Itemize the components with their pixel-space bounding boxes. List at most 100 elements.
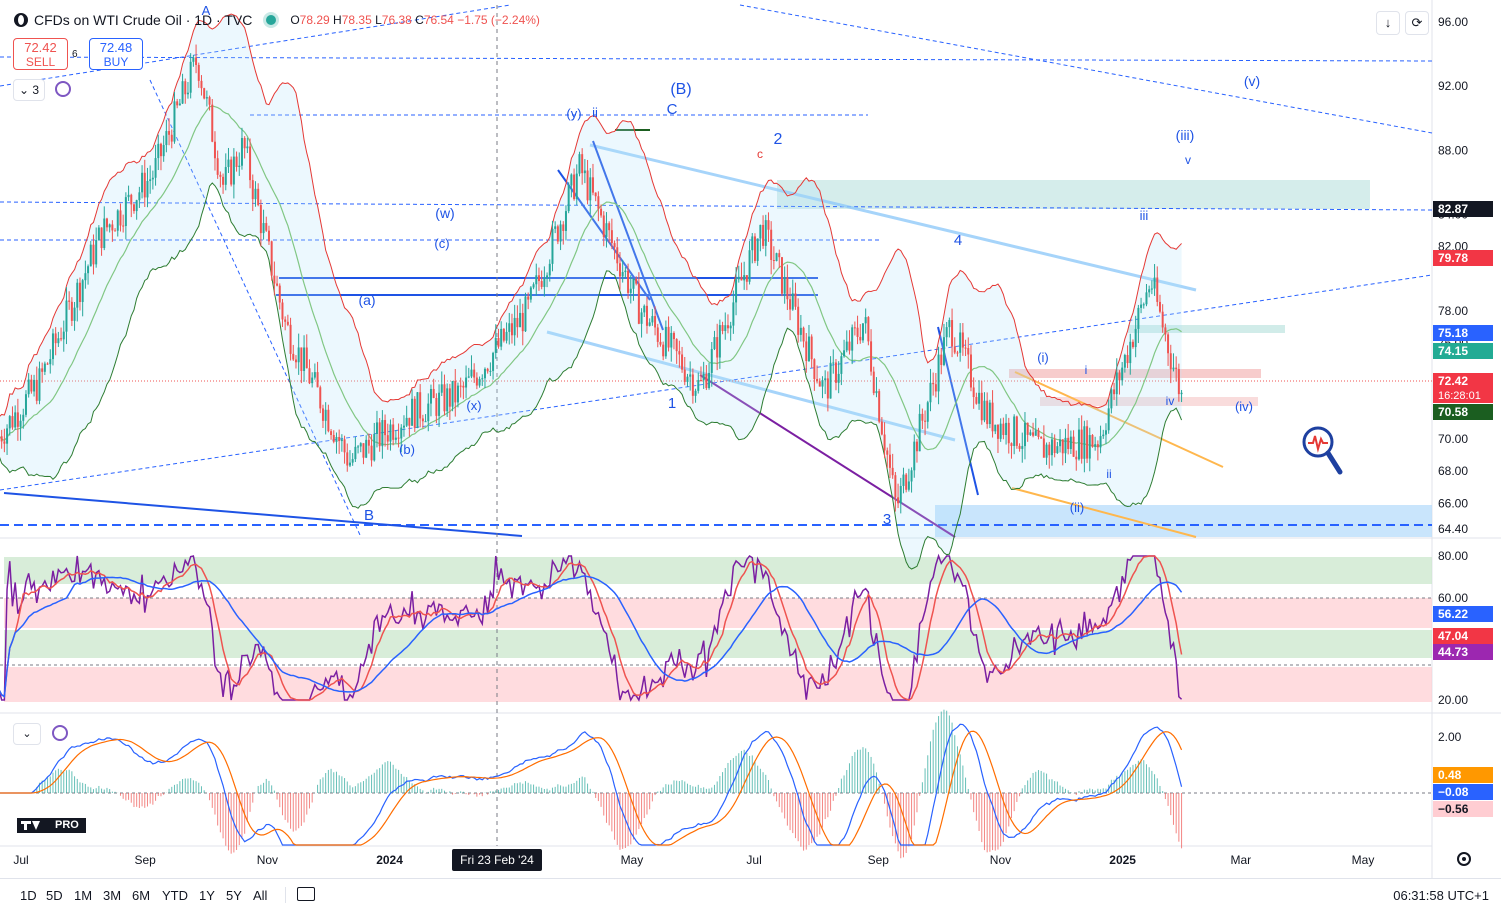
candle-body <box>335 436 338 442</box>
x-tick-label: Nov <box>990 853 1011 867</box>
candle-body <box>789 299 792 310</box>
rsi-price-tag <box>1433 644 1493 660</box>
fullscreen-icon[interactable]: ⟳ <box>1405 11 1429 35</box>
candle-body <box>972 387 975 398</box>
candle-body <box>259 205 262 234</box>
candle-body <box>149 179 152 181</box>
range-button-6m[interactable]: 6M <box>132 888 151 903</box>
candle-body <box>87 266 90 274</box>
candle-body <box>203 88 206 99</box>
gear-icon[interactable] <box>1457 852 1471 866</box>
candle-body <box>786 277 789 300</box>
candle-body <box>324 409 327 421</box>
candle-body <box>22 414 25 421</box>
range-button-5d[interactable]: 5D <box>46 888 63 903</box>
buy-button[interactable]: 72.48 BUY <box>89 38 143 70</box>
candle-body <box>864 317 867 324</box>
candle-body <box>1050 439 1053 456</box>
candle-body <box>127 194 130 198</box>
candle-body <box>999 423 1002 439</box>
range-button-all[interactable]: All <box>253 888 268 903</box>
range-button-ytd[interactable]: YTD <box>162 888 188 903</box>
candle-body <box>1042 438 1045 458</box>
rsi-price-tag <box>1433 628 1493 644</box>
candle-body <box>986 400 989 425</box>
candle-body <box>532 284 535 288</box>
candle-body <box>219 174 222 177</box>
candle-body <box>567 185 570 212</box>
candle-body <box>443 384 446 412</box>
download-icon[interactable]: ↓ <box>1376 11 1400 35</box>
range-button-5y[interactable]: 5Y <box>226 888 242 903</box>
candle-body <box>486 368 489 372</box>
rsi-price-tag-label: 47.04 <box>1438 629 1468 643</box>
candle-body <box>62 331 65 340</box>
candle-body <box>556 226 559 242</box>
candle-body <box>964 347 967 349</box>
buy-label: BUY <box>103 55 129 69</box>
candle-body <box>462 385 465 388</box>
candle-body <box>934 384 937 392</box>
clock[interactable]: 06:31:58 UTC+1 <box>1393 888 1489 903</box>
candle-body <box>105 218 108 228</box>
range-button-3m[interactable]: 3M <box>103 888 122 903</box>
candle-body <box>546 275 549 279</box>
candle-body <box>84 273 87 281</box>
candle-body <box>1015 416 1018 446</box>
candle-body <box>929 382 932 403</box>
candle-body <box>294 359 297 363</box>
macd-price-tag-label: −0.08 <box>1438 785 1469 799</box>
candle-body <box>184 81 187 95</box>
macd-line <box>0 723 1183 846</box>
candle-body <box>834 362 837 383</box>
candle-body <box>397 437 400 439</box>
candle-body <box>699 380 702 382</box>
chart-marks: Jul Sep Nov 2024 May Jul Sep Nov 2025 Mar May Fri 2… <box>0 3 1493 871</box>
x-tick-label: 2025 <box>1109 853 1136 867</box>
x-tick-label: Sep <box>868 853 890 867</box>
calendar-icon[interactable] <box>297 887 315 901</box>
rsi-price-tag-label: 44.73 <box>1438 645 1468 659</box>
candle-body <box>629 288 632 293</box>
price-tag-label: 72.42 <box>1438 374 1468 388</box>
sell-button[interactable]: 72.42 SELL <box>13 38 68 70</box>
candle-body <box>421 418 424 422</box>
candle-body <box>346 452 349 466</box>
range-button-1m[interactable]: 1M <box>74 888 93 903</box>
refresh-icon[interactable] <box>55 81 71 97</box>
macd-collapse-toggle[interactable]: ⌄ <box>13 723 41 745</box>
candle-body <box>405 417 408 426</box>
candle-body <box>667 326 670 348</box>
candle-body <box>872 371 875 394</box>
candle-body <box>589 177 592 201</box>
candle-body <box>735 279 738 303</box>
candle-body <box>1094 444 1097 447</box>
candle-body <box>654 316 657 328</box>
candle-body <box>940 354 943 365</box>
candle-body <box>446 388 449 412</box>
candle-body <box>321 408 324 421</box>
candle-body <box>1142 304 1145 306</box>
candle-body <box>1069 436 1072 449</box>
range-button-1d[interactable]: 1D <box>20 888 37 903</box>
y-tick-label: 88.00 <box>1438 143 1468 157</box>
wave-label: 3 <box>883 511 891 528</box>
logo-text: PRO <box>55 819 79 831</box>
symbol-title[interactable]: CFDs on WTI Crude Oil · 1D · TVC <box>34 12 253 28</box>
candle-body <box>276 283 279 286</box>
candle-body <box>313 372 316 378</box>
range-button-1y[interactable]: 1Y <box>199 888 215 903</box>
y-tick-label: 70.00 <box>1438 432 1468 446</box>
candle-body <box>1080 429 1083 459</box>
candle-body <box>33 379 36 392</box>
rsi-tick-label: 20.00 <box>1438 693 1468 707</box>
candle-body <box>694 390 697 396</box>
candle-body <box>165 131 168 146</box>
refresh-icon[interactable] <box>52 725 68 741</box>
candle-body <box>1175 367 1178 370</box>
candle-body <box>192 57 195 62</box>
candle-body <box>1156 277 1159 302</box>
indicators-toggle[interactable]: ⌄ 3 <box>13 79 46 101</box>
candle-body <box>826 378 829 399</box>
